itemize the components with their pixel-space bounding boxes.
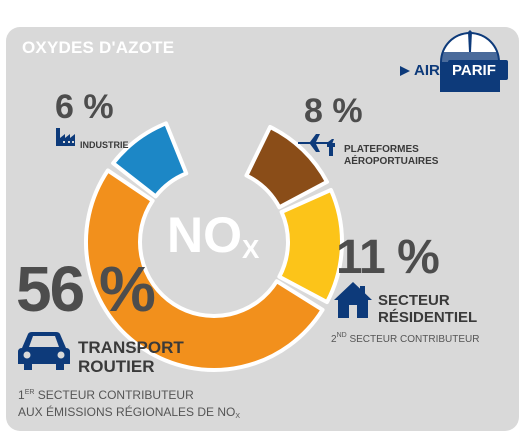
residentiel-label: SECTEUR RÉSIDENTIEL <box>378 292 477 326</box>
transport-note2-sub: X <box>235 413 241 420</box>
residentiel-note-sup: ND <box>336 332 347 339</box>
residentiel-percent: 11 % <box>336 231 440 284</box>
transport-label: TRANSPORT ROUTIER <box>78 338 184 376</box>
transport-note: 1ER SECTEUR CONTRIBUTEUR AUX ÉMISSIONS RÉ… <box>18 384 240 425</box>
house-icon <box>334 282 372 318</box>
transport-note2-pre: AUX ÉMISSIONS RÉGIONALES DE NO <box>18 405 236 419</box>
industrie-label: INDUSTRIE <box>80 140 129 150</box>
residentiel-note: 2ND SECTEUR CONTRIBUTEUR <box>331 332 479 345</box>
aeroportuaire-label-line2: AÉROPORTUAIRES <box>344 156 439 167</box>
donut-slice-2 <box>277 187 344 305</box>
donut-slice-3 <box>84 168 325 372</box>
center-label: NOX <box>167 210 259 262</box>
industrie-percent: 6 % <box>55 88 114 126</box>
residentiel-note-post: SECTEUR CONTRIBUTEUR <box>346 334 480 345</box>
aeroportuaire-label: PLATEFORMES AÉROPORTUAIRES <box>344 144 438 168</box>
logo-arrow-icon <box>400 66 410 76</box>
logo-parif-box <box>448 60 508 80</box>
logo-parif: PARIF <box>452 62 496 79</box>
aeroportuaire-label-line1: PLATEFORMES <box>344 144 419 155</box>
airplane-icon <box>298 134 335 156</box>
aeroportuaire-percent: 8 % <box>304 92 363 130</box>
donut-slice-0 <box>111 121 189 199</box>
transport-note1-pre: 1 <box>18 388 25 402</box>
car-icon <box>18 332 70 370</box>
transport-label-line2: ROUTIER <box>78 357 155 376</box>
residentiel-label-line1: SECTEUR <box>378 292 450 309</box>
residentiel-label-line2: RÉSIDENTIEL <box>378 309 478 326</box>
center-label-main: NO <box>167 207 242 263</box>
donut-slice-1 <box>244 124 330 210</box>
factory-icon <box>56 128 75 146</box>
transport-percent: 56 % <box>16 253 156 325</box>
transport-label-line1: TRANSPORT <box>78 338 184 357</box>
chart-title: OXYDES D'AZOTE <box>22 38 175 57</box>
logo-air: AIR <box>414 62 440 79</box>
transport-note1-sup: ER <box>24 389 35 396</box>
residentiel-note-pre: 2 <box>331 334 337 345</box>
center-label-sub: X <box>242 234 260 264</box>
transport-note1-post: SECTEUR CONTRIBUTEUR <box>34 388 194 402</box>
